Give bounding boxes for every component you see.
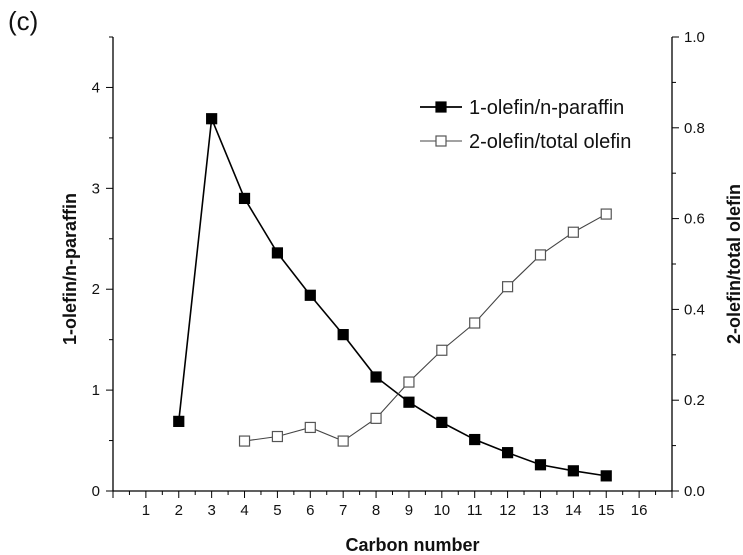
x-tick-label: 14 bbox=[565, 502, 582, 519]
left-y-axis-title: 1-olefin/n-paraffin bbox=[60, 193, 80, 345]
series-2-point bbox=[436, 344, 448, 356]
panel-label: (c) bbox=[8, 6, 39, 36]
x-tick-label: 9 bbox=[405, 502, 413, 519]
right-tick-label: 1.0 bbox=[684, 29, 705, 46]
series-1-line bbox=[177, 118, 607, 477]
series-1-point bbox=[469, 433, 481, 446]
series-1-point bbox=[436, 416, 448, 428]
series-1-point bbox=[534, 459, 547, 471]
series-2-point bbox=[600, 208, 612, 220]
series-1 bbox=[173, 113, 612, 482]
left-tick-label: 3 bbox=[92, 180, 100, 197]
x-tick-label: 16 bbox=[631, 502, 648, 519]
x-tick-label: 5 bbox=[273, 502, 281, 519]
legend-marker-2 bbox=[435, 135, 447, 147]
x-axis-title: Carbon number bbox=[345, 535, 479, 555]
series-1-point bbox=[567, 465, 579, 477]
x-tick-label: 8 bbox=[372, 502, 380, 519]
series-1-point bbox=[304, 289, 316, 301]
series-1-point bbox=[238, 192, 251, 205]
right-tick-label: 0.6 bbox=[684, 211, 705, 228]
x-tick-label: 15 bbox=[598, 502, 615, 519]
series-1-point bbox=[600, 470, 612, 482]
right-tick-label: 0.0 bbox=[684, 483, 705, 500]
series-2-point bbox=[403, 376, 415, 388]
right-y-axis-title: 2-olefin/total olefin bbox=[724, 184, 743, 344]
x-tick-label: 6 bbox=[306, 502, 314, 519]
legend-marker-1 bbox=[435, 101, 447, 113]
axes: 1 2 3 4 5 6 7 8 9 10 11 12 13 14 15 16012340.00.20.40.6… bbox=[92, 29, 705, 519]
right-tick-label: 0.4 bbox=[684, 301, 705, 318]
series-2-point bbox=[304, 421, 316, 434]
series-2-point bbox=[567, 226, 579, 238]
x-tick-label: 2 bbox=[175, 502, 183, 519]
legend: 1-olefin/n-paraffin 2-olefin/total olefin bbox=[420, 97, 631, 153]
left-tick-label: 0 bbox=[92, 483, 100, 500]
x-tick-label: 3 bbox=[207, 502, 215, 519]
series-1-point bbox=[337, 329, 349, 341]
series-1-point bbox=[370, 371, 382, 383]
series-1-point bbox=[501, 447, 514, 459]
series-1-point bbox=[271, 247, 284, 259]
series-2-point bbox=[337, 435, 349, 447]
legend-label-1: 1-olefin/n-paraffin bbox=[469, 97, 624, 119]
x-tick-label: 4 bbox=[240, 502, 248, 519]
series-layer bbox=[173, 113, 612, 482]
series-2-point bbox=[469, 317, 481, 329]
series-2-point bbox=[370, 412, 382, 424]
x-tick-label: 12 bbox=[499, 502, 516, 519]
series-1-point bbox=[173, 415, 185, 427]
x-tick-label: 11 bbox=[467, 502, 483, 519]
left-tick-label: 1 bbox=[92, 382, 100, 399]
series-2-point bbox=[534, 249, 547, 261]
x-tick-label: 13 bbox=[532, 502, 549, 519]
series-2-point bbox=[501, 281, 514, 293]
series-1-point bbox=[403, 396, 415, 408]
x-tick-label: 10 bbox=[433, 502, 450, 519]
series-1-point bbox=[206, 113, 218, 125]
left-tick-label: 4 bbox=[92, 79, 100, 96]
left-tick-label: 2 bbox=[92, 281, 100, 298]
series-2 bbox=[238, 208, 612, 447]
series-2-line bbox=[244, 213, 607, 442]
x-tick-label: 7 bbox=[339, 502, 347, 519]
series-2-point bbox=[271, 430, 284, 443]
legend-label-2: 2-olefin/total olefin bbox=[469, 131, 631, 153]
right-tick-label: 0.2 bbox=[684, 392, 705, 409]
series-2-point bbox=[238, 435, 251, 447]
x-tick-label: 1 bbox=[142, 502, 150, 519]
right-tick-label: 0.8 bbox=[684, 120, 705, 137]
